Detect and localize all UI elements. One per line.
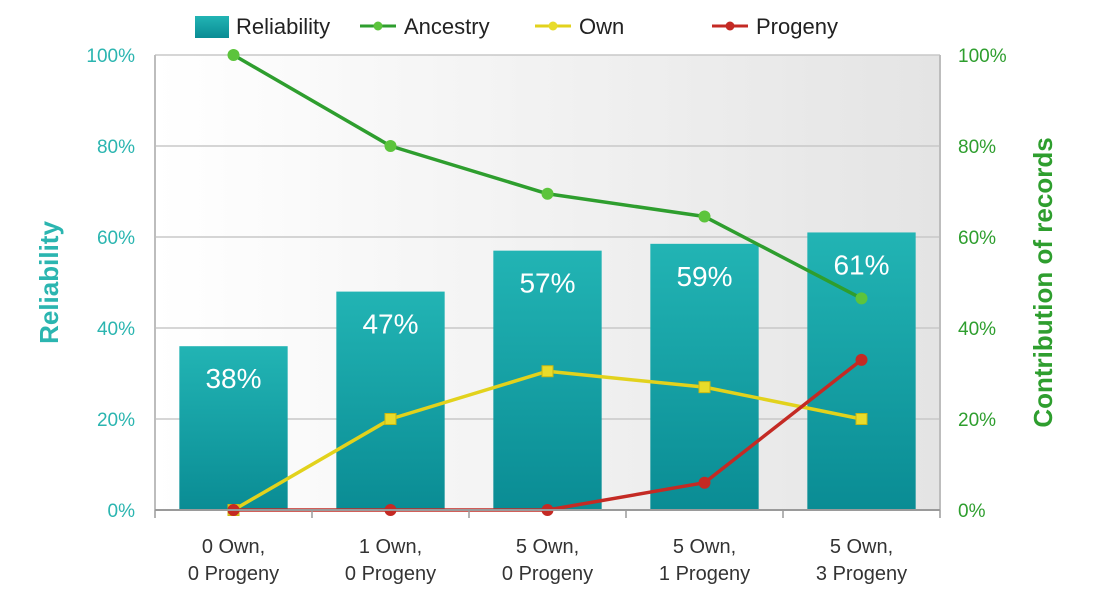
axes: 0% 0% 20% 20% 40% 40% 60% 60% 80% 80% 100% 100% 0 Ow…	[34, 46, 1058, 585]
bar-data-label: 57%	[519, 268, 575, 299]
ancestry-point	[698, 210, 711, 223]
ancestry-point	[855, 292, 868, 305]
left-tick-label: 80%	[97, 137, 135, 158]
x-tick-label: 5 Own,	[830, 536, 893, 558]
left-tick-label: 40%	[97, 319, 135, 340]
own-point	[698, 381, 711, 394]
x-tick-label: 0 Progeny	[502, 563, 593, 585]
bar	[650, 243, 759, 510]
bar-data-label: 38%	[205, 363, 261, 394]
bar	[179, 346, 288, 510]
x-tick-label: 0 Progeny	[188, 563, 279, 585]
legend-swatch-reliability	[195, 16, 229, 38]
legend-label-own: Own	[579, 14, 624, 39]
left-axis-title: Reliability	[34, 221, 64, 344]
bar-data-label: 47%	[362, 309, 418, 340]
own-point	[855, 413, 868, 425]
ancestry-point	[541, 187, 554, 200]
progeny-point	[855, 353, 868, 366]
ancestry-point	[227, 49, 240, 61]
legend: Reliability Ancestry Own Progeny	[195, 14, 838, 39]
progeny-point	[698, 476, 711, 489]
left-tick-label: 100%	[86, 46, 135, 67]
x-tick-label: 5 Own,	[673, 536, 736, 558]
right-axis-title: Contribution of records	[1028, 137, 1058, 427]
bar-data-label: 59%	[676, 261, 732, 292]
bar	[493, 250, 602, 510]
legend-label-reliability: Reliability	[236, 14, 330, 39]
right-tick-label: 40%	[958, 319, 996, 340]
legend-label-ancestry: Ancestry	[404, 14, 490, 39]
x-tick-label: 3 Progeny	[816, 563, 907, 585]
bar-series: 38% 47% 57% 59% 61%	[179, 232, 916, 510]
own-point	[384, 413, 397, 425]
legend-label-progeny: Progeny	[756, 14, 838, 39]
bar-data-label: 61%	[833, 249, 889, 280]
right-tick-label: 20%	[958, 410, 996, 431]
left-tick-label: 60%	[97, 228, 135, 249]
legend-marker-own	[548, 21, 558, 31]
legend-marker-ancestry	[373, 21, 383, 31]
x-tick-label: 1 Progeny	[659, 563, 750, 585]
right-tick-label: 60%	[958, 228, 996, 249]
bar	[336, 291, 445, 510]
x-tick-label: 0 Own,	[202, 536, 265, 558]
ancestry-point	[384, 140, 397, 152]
right-tick-label: 100%	[958, 46, 1007, 67]
own-point	[541, 365, 554, 378]
x-tick-label: 1 Own,	[359, 536, 422, 558]
left-tick-label: 0%	[108, 501, 136, 522]
right-tick-label: 0%	[958, 501, 986, 522]
legend-marker-progeny	[725, 21, 735, 31]
x-tick-label: 5 Own,	[516, 536, 579, 558]
x-tick-label: 0 Progeny	[345, 563, 436, 585]
right-tick-label: 80%	[958, 137, 996, 158]
left-tick-label: 20%	[97, 410, 135, 431]
